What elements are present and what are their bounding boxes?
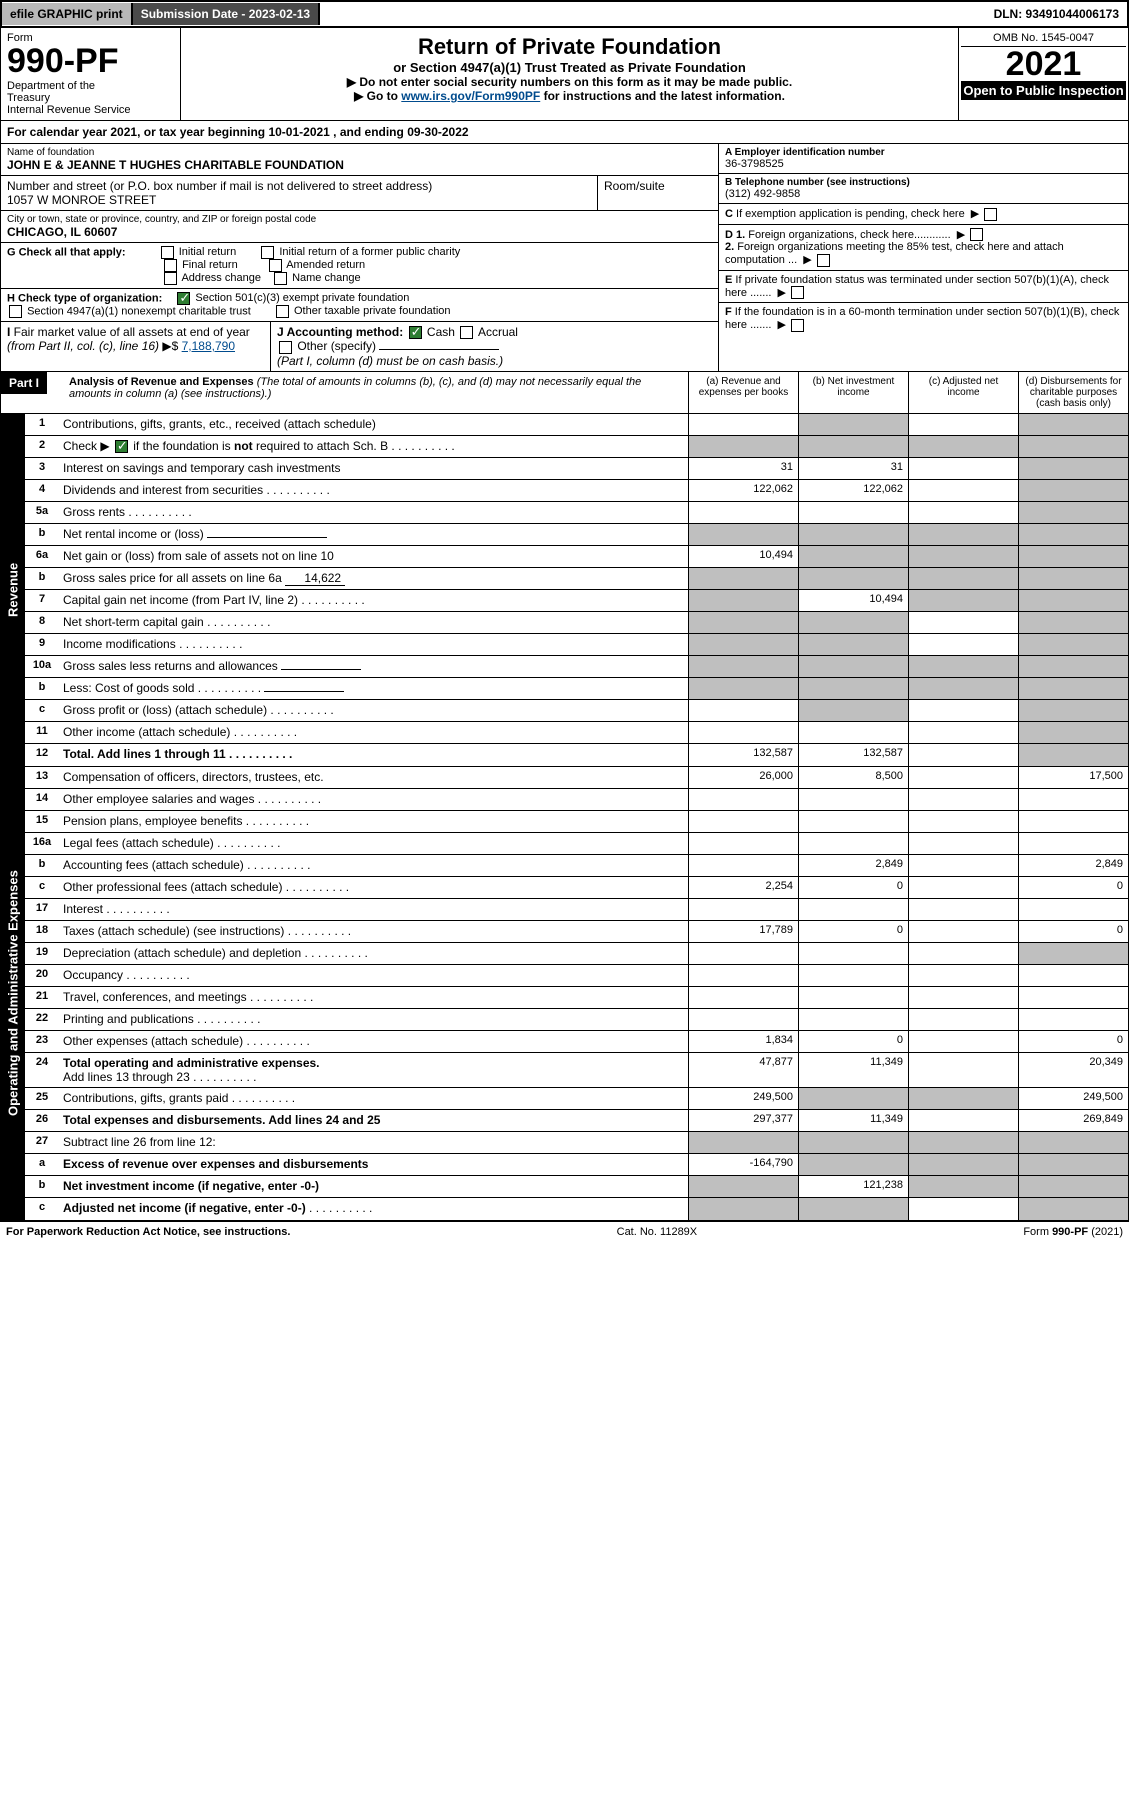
501c3-check[interactable] [177, 292, 190, 305]
accrual-check[interactable] [460, 326, 473, 339]
efile-badge: efile GRAPHIC print [2, 3, 133, 25]
e-check[interactable] [791, 286, 804, 299]
foundation-name-label: Name of foundation [7, 147, 712, 158]
open-public: Open to Public Inspection [961, 81, 1126, 100]
tel-label: B Telephone number (see instructions) [725, 177, 1122, 188]
address-change-check[interactable] [164, 272, 177, 285]
dept-treasury: Department of theTreasuryInternal Revenu… [7, 80, 174, 116]
footer-left: For Paperwork Reduction Act Notice, see … [6, 1226, 290, 1238]
d2-check[interactable] [817, 254, 830, 267]
calendar-year-row: For calendar year 2021, or tax year begi… [0, 121, 1129, 144]
submission-date: Submission Date - 2023-02-13 [133, 3, 320, 25]
col-d-header: (d) Disbursements for charitable purpose… [1018, 372, 1128, 413]
c-check[interactable] [984, 208, 997, 221]
other-method-check[interactable] [279, 341, 292, 354]
ein: 36-3798525 [725, 158, 1122, 170]
tax-year: 2021 [961, 47, 1126, 81]
info-block: Name of foundation JOHN E & JEANNE T HUG… [0, 144, 1129, 372]
revenue-section: Revenue 1Contributions, gifts, grants, e… [0, 414, 1129, 767]
footer-mid: Cat. No. 11289X [617, 1226, 698, 1238]
initial-return-check[interactable] [161, 246, 174, 259]
foundation-name: JOHN E & JEANNE T HUGHES CHARITABLE FOUN… [7, 158, 712, 172]
expenses-section: Operating and Administrative Expenses 13… [0, 767, 1129, 1221]
fmv-link[interactable]: 7,188,790 [182, 339, 235, 353]
city: CHICAGO, IL 60607 [7, 225, 712, 239]
form-subtitle: or Section 4947(a)(1) Trust Treated as P… [187, 60, 952, 75]
room-label: Room/suite [604, 179, 712, 193]
city-label: City or town, state or province, country… [7, 214, 712, 225]
section-g: G Check all that apply: Initial return I… [1, 243, 718, 289]
cash-check[interactable] [409, 326, 422, 339]
part1-label: Part I [1, 372, 47, 394]
d1-check[interactable] [970, 228, 983, 241]
col-c-header: (c) Adjusted net income [908, 372, 1018, 413]
ein-label: A Employer identification number [725, 147, 1122, 158]
form-title: Return of Private Foundation [187, 34, 952, 60]
c-text: If exemption application is pending, che… [736, 208, 965, 220]
f-check[interactable] [791, 319, 804, 332]
dln: DLN: 93491044006173 [986, 3, 1127, 25]
d1-text: Foreign organizations, check here.......… [748, 229, 950, 241]
telephone: (312) 492-9858 [725, 188, 1122, 200]
d2-text: Foreign organizations meeting the 85% te… [725, 241, 1064, 266]
col-a-header: (a) Revenue and expenses per books [688, 372, 798, 413]
form-note2: ▶ Go to www.irs.gov/Form990PF for instru… [187, 89, 952, 103]
revenue-side-label: Revenue [1, 414, 25, 766]
4947a1-check[interactable] [9, 305, 22, 318]
form-number: 990-PF [7, 44, 174, 78]
address: 1057 W MONROE STREET [7, 193, 591, 207]
col-b-header: (b) Net investment income [798, 372, 908, 413]
top-bar: efile GRAPHIC print Submission Date - 20… [0, 0, 1129, 28]
part1-header: Part I Analysis of Revenue and Expenses … [0, 372, 1129, 414]
former-public-check[interactable] [261, 246, 274, 259]
form-header: Form 990-PF Department of theTreasuryInt… [0, 28, 1129, 121]
page-footer: For Paperwork Reduction Act Notice, see … [0, 1221, 1129, 1242]
footer-right: Form 990-PF (2021) [1023, 1226, 1123, 1238]
schb-check[interactable] [115, 440, 128, 453]
final-return-check[interactable] [164, 259, 177, 272]
name-change-check[interactable] [274, 272, 287, 285]
section-h: H Check type of organization: Section 50… [1, 289, 718, 322]
amended-return-check[interactable] [269, 259, 282, 272]
form-note1: ▶ Do not enter social security numbers o… [187, 75, 952, 89]
irs-link[interactable]: www.irs.gov/Form990PF [401, 89, 540, 103]
address-label: Number and street (or P.O. box number if… [7, 179, 591, 193]
part1-title: Analysis of Revenue and Expenses [69, 376, 254, 388]
other-taxable-check[interactable] [276, 305, 289, 318]
expenses-side-label: Operating and Administrative Expenses [1, 767, 25, 1220]
